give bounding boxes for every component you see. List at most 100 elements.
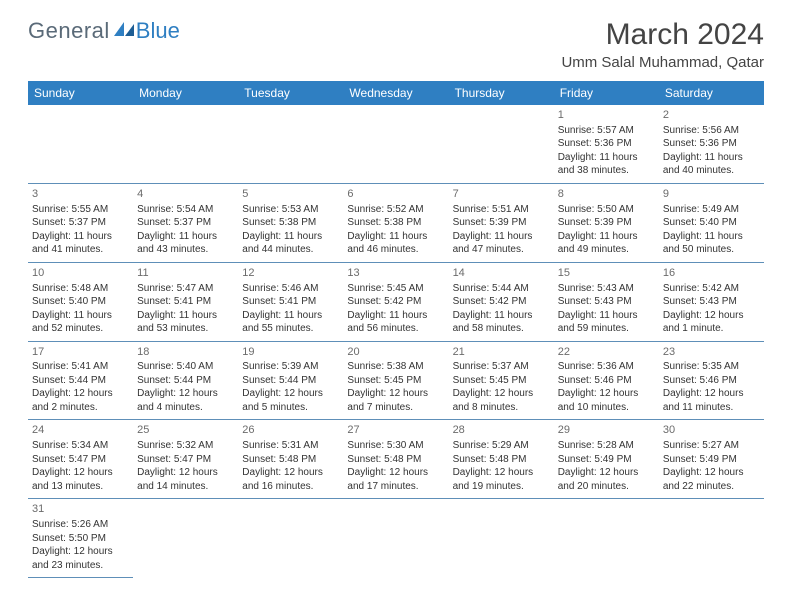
day-info-line: and 4 minutes. — [137, 401, 234, 415]
day-info-line: Sunrise: 5:34 AM — [32, 439, 129, 453]
day-info-line: Daylight: 12 hours — [558, 466, 655, 480]
day-info-line: and 55 minutes. — [242, 322, 339, 336]
day-info-line: Daylight: 11 hours — [558, 151, 655, 165]
day-info-line: Sunrise: 5:38 AM — [347, 360, 444, 374]
calendar-cell: 15Sunrise: 5:43 AMSunset: 5:43 PMDayligh… — [554, 262, 659, 341]
day-info-line: Sunset: 5:44 PM — [32, 374, 129, 388]
day-info-line: Sunrise: 5:36 AM — [558, 360, 655, 374]
calendar-cell: 21Sunrise: 5:37 AMSunset: 5:45 PMDayligh… — [449, 341, 554, 420]
day-info-line: and 2 minutes. — [32, 401, 129, 415]
day-info-line: Daylight: 11 hours — [453, 309, 550, 323]
day-info-line: Sunset: 5:49 PM — [663, 453, 760, 467]
calendar-cell: 23Sunrise: 5:35 AMSunset: 5:46 PMDayligh… — [659, 341, 764, 420]
calendar-cell: 27Sunrise: 5:30 AMSunset: 5:48 PMDayligh… — [343, 420, 448, 499]
day-info-line: Sunrise: 5:29 AM — [453, 439, 550, 453]
day-info-line: and 44 minutes. — [242, 243, 339, 257]
day-info-line: Sunrise: 5:42 AM — [663, 282, 760, 296]
day-number: 20 — [347, 345, 444, 360]
day-info-line: Sunrise: 5:41 AM — [32, 360, 129, 374]
day-info-line: Daylight: 12 hours — [453, 387, 550, 401]
title-block: March 2024 Umm Salal Muhammad, Qatar — [561, 18, 764, 71]
day-info-line: Sunrise: 5:43 AM — [558, 282, 655, 296]
day-info-line: Sunset: 5:45 PM — [453, 374, 550, 388]
day-info-line: Daylight: 12 hours — [663, 309, 760, 323]
day-info-line: Sunset: 5:48 PM — [242, 453, 339, 467]
day-info-line: and 49 minutes. — [558, 243, 655, 257]
day-info-line: Sunset: 5:37 PM — [32, 216, 129, 230]
weekday-header: Friday — [554, 81, 659, 105]
calendar-cell: 18Sunrise: 5:40 AMSunset: 5:44 PMDayligh… — [133, 341, 238, 420]
calendar-cell: 26Sunrise: 5:31 AMSunset: 5:48 PMDayligh… — [238, 420, 343, 499]
day-info-line: Sunset: 5:47 PM — [137, 453, 234, 467]
day-info-line: Sunrise: 5:27 AM — [663, 439, 760, 453]
day-info-line: Sunset: 5:36 PM — [558, 137, 655, 151]
day-info-line: Daylight: 12 hours — [242, 387, 339, 401]
day-number: 22 — [558, 345, 655, 360]
day-number: 16 — [663, 266, 760, 281]
day-number: 7 — [453, 187, 550, 202]
calendar-cell: 31Sunrise: 5:26 AMSunset: 5:50 PMDayligh… — [28, 499, 133, 578]
day-info-line: and 38 minutes. — [558, 164, 655, 178]
day-number: 13 — [347, 266, 444, 281]
day-number: 27 — [347, 423, 444, 438]
day-info-line: Sunset: 5:40 PM — [32, 295, 129, 309]
day-info-line: Sunset: 5:38 PM — [242, 216, 339, 230]
calendar-cell: 19Sunrise: 5:39 AMSunset: 5:44 PMDayligh… — [238, 341, 343, 420]
calendar-cell: 9Sunrise: 5:49 AMSunset: 5:40 PMDaylight… — [659, 183, 764, 262]
day-number: 12 — [242, 266, 339, 281]
calendar-cell — [449, 105, 554, 183]
day-info-line: and 56 minutes. — [347, 322, 444, 336]
day-info-line: and 5 minutes. — [242, 401, 339, 415]
day-info-line: Sunset: 5:44 PM — [242, 374, 339, 388]
calendar-cell: 25Sunrise: 5:32 AMSunset: 5:47 PMDayligh… — [133, 420, 238, 499]
calendar-cell — [554, 499, 659, 578]
day-number: 21 — [453, 345, 550, 360]
day-info-line: and 17 minutes. — [347, 480, 444, 494]
day-info-line: Sunset: 5:47 PM — [32, 453, 129, 467]
calendar-cell — [28, 105, 133, 183]
weekday-header: Sunday — [28, 81, 133, 105]
calendar-cell: 12Sunrise: 5:46 AMSunset: 5:41 PMDayligh… — [238, 262, 343, 341]
day-info-line: and 47 minutes. — [453, 243, 550, 257]
day-info-line: Sunrise: 5:51 AM — [453, 203, 550, 217]
logo-sail-icon — [114, 22, 134, 36]
calendar-cell — [449, 499, 554, 578]
day-info-line: Daylight: 11 hours — [347, 309, 444, 323]
page-title: March 2024 — [561, 18, 764, 52]
calendar-cell — [343, 105, 448, 183]
weekday-header: Saturday — [659, 81, 764, 105]
day-info-line: Sunset: 5:46 PM — [558, 374, 655, 388]
day-info-line: Sunrise: 5:44 AM — [453, 282, 550, 296]
day-info-line: Sunset: 5:38 PM — [347, 216, 444, 230]
day-info-line: Sunrise: 5:50 AM — [558, 203, 655, 217]
day-info-line: and 7 minutes. — [347, 401, 444, 415]
day-info-line: Daylight: 11 hours — [32, 230, 129, 244]
day-number: 15 — [558, 266, 655, 281]
day-info-line: Sunrise: 5:35 AM — [663, 360, 760, 374]
day-info-line: Daylight: 11 hours — [558, 230, 655, 244]
day-number: 29 — [558, 423, 655, 438]
day-info-line: Daylight: 12 hours — [663, 387, 760, 401]
day-info-line: Daylight: 12 hours — [32, 545, 129, 559]
calendar-cell: 13Sunrise: 5:45 AMSunset: 5:42 PMDayligh… — [343, 262, 448, 341]
day-info-line: Sunset: 5:37 PM — [137, 216, 234, 230]
day-info-line: Daylight: 11 hours — [242, 309, 339, 323]
day-info-line: Sunrise: 5:45 AM — [347, 282, 444, 296]
day-info-line: and 52 minutes. — [32, 322, 129, 336]
day-info-line: and 8 minutes. — [453, 401, 550, 415]
day-info-line: Sunrise: 5:48 AM — [32, 282, 129, 296]
day-info-line: and 19 minutes. — [453, 480, 550, 494]
day-number: 2 — [663, 108, 760, 123]
day-number: 25 — [137, 423, 234, 438]
day-info-line: and 22 minutes. — [663, 480, 760, 494]
day-number: 18 — [137, 345, 234, 360]
day-info-line: Sunset: 5:43 PM — [558, 295, 655, 309]
calendar-cell — [343, 499, 448, 578]
day-info-line: Sunrise: 5:56 AM — [663, 124, 760, 138]
day-number: 26 — [242, 423, 339, 438]
day-info-line: Daylight: 12 hours — [242, 466, 339, 480]
day-info-line: Sunrise: 5:30 AM — [347, 439, 444, 453]
day-info-line: and 10 minutes. — [558, 401, 655, 415]
calendar-cell: 17Sunrise: 5:41 AMSunset: 5:44 PMDayligh… — [28, 341, 133, 420]
day-info-line: Sunset: 5:44 PM — [137, 374, 234, 388]
